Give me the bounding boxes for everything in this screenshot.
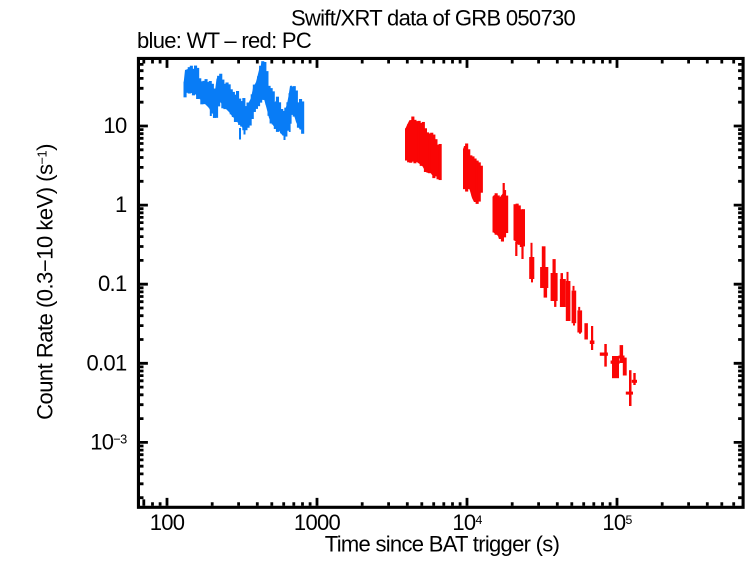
svg-text:0.1: 0.1	[98, 271, 127, 296]
svg-text:10: 10	[103, 113, 127, 138]
svg-text:Time since BAT trigger (s): Time since BAT trigger (s)	[325, 532, 559, 557]
svg-text:Count Rate (0.3−10 keV) (s−1): Count Rate (0.3−10 keV) (s−1)	[33, 144, 58, 420]
svg-text:1: 1	[115, 192, 127, 217]
svg-text:1000: 1000	[294, 510, 341, 535]
svg-text:blue: WT – red: PC: blue: WT – red: PC	[137, 28, 312, 53]
svg-text:0.01: 0.01	[86, 350, 126, 375]
svg-text:100: 100	[150, 510, 185, 535]
svg-text:Swift/XRT data of GRB 050730: Swift/XRT data of GRB 050730	[291, 5, 576, 30]
svg-text:104: 104	[452, 510, 482, 535]
